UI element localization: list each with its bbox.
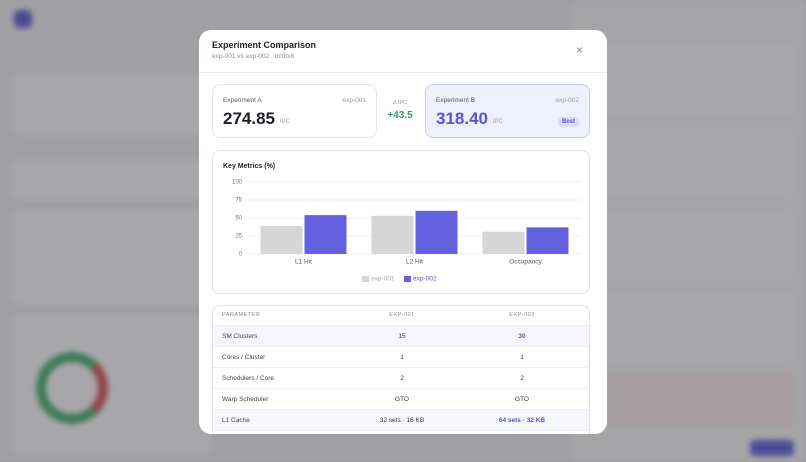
card-label: Experiment A <box>223 97 262 104</box>
y-tick-label: 75 <box>235 198 242 204</box>
bar <box>526 227 569 254</box>
panel <box>12 210 212 305</box>
card-label: Experiment B <box>436 97 476 104</box>
table-cell: L1 Cache <box>222 417 250 424</box>
bar <box>482 231 525 254</box>
column-header: EXP-001 <box>389 312 415 318</box>
history-item <box>582 372 794 427</box>
table-row <box>213 326 589 347</box>
table-cell: 15 <box>398 333 406 340</box>
y-tick-label: 50 <box>235 216 242 222</box>
table-cell: 64 sets · 32 KB <box>498 417 546 424</box>
column-header: EXP-002 <box>509 312 535 318</box>
legend-label: exp-001 <box>371 276 395 283</box>
card-unit: IPC <box>280 119 291 125</box>
history-item <box>582 45 794 115</box>
delta-label: Δ IPC <box>392 100 408 106</box>
modal-title: Experiment Comparison <box>212 40 317 50</box>
table-row <box>213 368 589 389</box>
table-row <box>213 389 589 410</box>
card-id: exp-002 <box>555 97 580 104</box>
table-cell: SM Clusters <box>222 333 258 340</box>
chart: Key Metrics (%) 0 25 50 75 100 L1 Hit L2 Hit Oc… <box>223 163 581 283</box>
table-cell: 30 <box>518 333 526 340</box>
bar <box>260 225 303 254</box>
bar <box>371 215 414 254</box>
table-cell: 2 <box>520 375 524 382</box>
chart-title: Key Metrics (%) <box>223 163 275 170</box>
table-cell: Cores / Cluster <box>222 354 266 361</box>
x-tick-label: Occupancy <box>509 259 542 266</box>
history-item <box>582 128 794 198</box>
metric-card <box>12 75 212 135</box>
card-id: exp-001 <box>342 97 367 104</box>
header-divider <box>213 325 589 326</box>
card-unit: IPC <box>493 119 504 125</box>
table-row <box>213 347 589 368</box>
donut <box>36 352 108 424</box>
modal-subtitle: exp-001 vs exp-002 · dcf8x8 <box>212 53 295 60</box>
card-b: Experiment B exp-002 318.40 IPC Best <box>425 84 590 138</box>
bar <box>304 215 347 254</box>
close-button[interactable]: × <box>576 43 584 57</box>
card-a: Experiment A exp-001 274.85 IPC <box>212 84 377 138</box>
table-cell: 1 <box>520 354 524 361</box>
history-item <box>582 210 794 280</box>
badge: Best <box>557 117 579 127</box>
table-cell: Schedulers / Core <box>222 375 275 382</box>
card-value: 274.85 <box>223 109 275 128</box>
y-tick-label: 25 <box>235 234 242 240</box>
divider <box>199 72 607 73</box>
logo <box>14 10 32 28</box>
bar <box>415 210 458 254</box>
modal: Experiment Comparison exp-001 vs exp-002… <box>199 30 607 434</box>
table-cell: 32 sets · 16 KB <box>379 417 425 424</box>
table-cell: GTO <box>395 396 409 403</box>
x-tick-label: L2 Hit <box>406 259 423 266</box>
legend-swatch <box>362 276 369 282</box>
legend-label: exp-002 <box>413 276 437 283</box>
table-cell: GTO <box>515 396 529 403</box>
y-tick-label: 0 <box>239 252 243 258</box>
button <box>750 440 794 456</box>
delta-value: +43.5 <box>387 110 413 121</box>
column-header: PARAMETER <box>222 312 261 318</box>
y-tick-label: 100 <box>232 180 243 186</box>
panel <box>12 160 212 200</box>
table-cell: 1 <box>400 354 404 361</box>
chart-card: Key Metrics (%) 0 25 50 75 100 L1 Hit L2 Hit Oc… <box>212 150 590 294</box>
card-value: 318.40 <box>436 109 488 128</box>
table-row <box>213 410 589 431</box>
legend-swatch <box>404 276 411 282</box>
table-cell: Warp Scheduler <box>222 396 269 403</box>
x-tick-label: L1 Hit <box>295 259 312 266</box>
history-item <box>582 292 794 362</box>
table: PARAMETER EXP-001 EXP-002 SM Clusters 15 30 Co… <box>212 305 590 434</box>
table-cell: 2 <box>400 375 404 382</box>
